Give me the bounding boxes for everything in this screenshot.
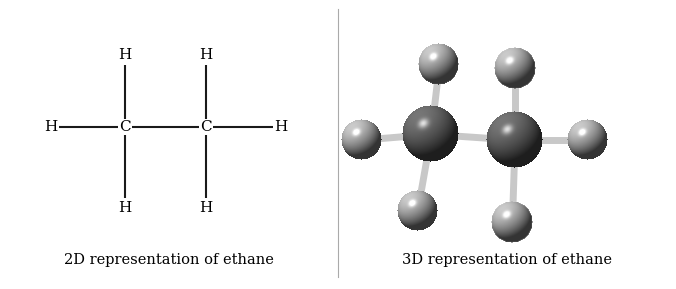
Text: H: H (118, 201, 132, 215)
Text: H: H (199, 201, 213, 215)
Text: H: H (44, 120, 57, 134)
Text: H: H (118, 48, 132, 62)
Text: H: H (199, 48, 213, 62)
Text: C: C (200, 120, 212, 134)
Text: 3D representation of ethane: 3D representation of ethane (402, 253, 612, 267)
Text: H: H (274, 120, 287, 134)
Text: C: C (119, 120, 131, 134)
Text: 2D representation of ethane: 2D representation of ethane (64, 253, 274, 267)
